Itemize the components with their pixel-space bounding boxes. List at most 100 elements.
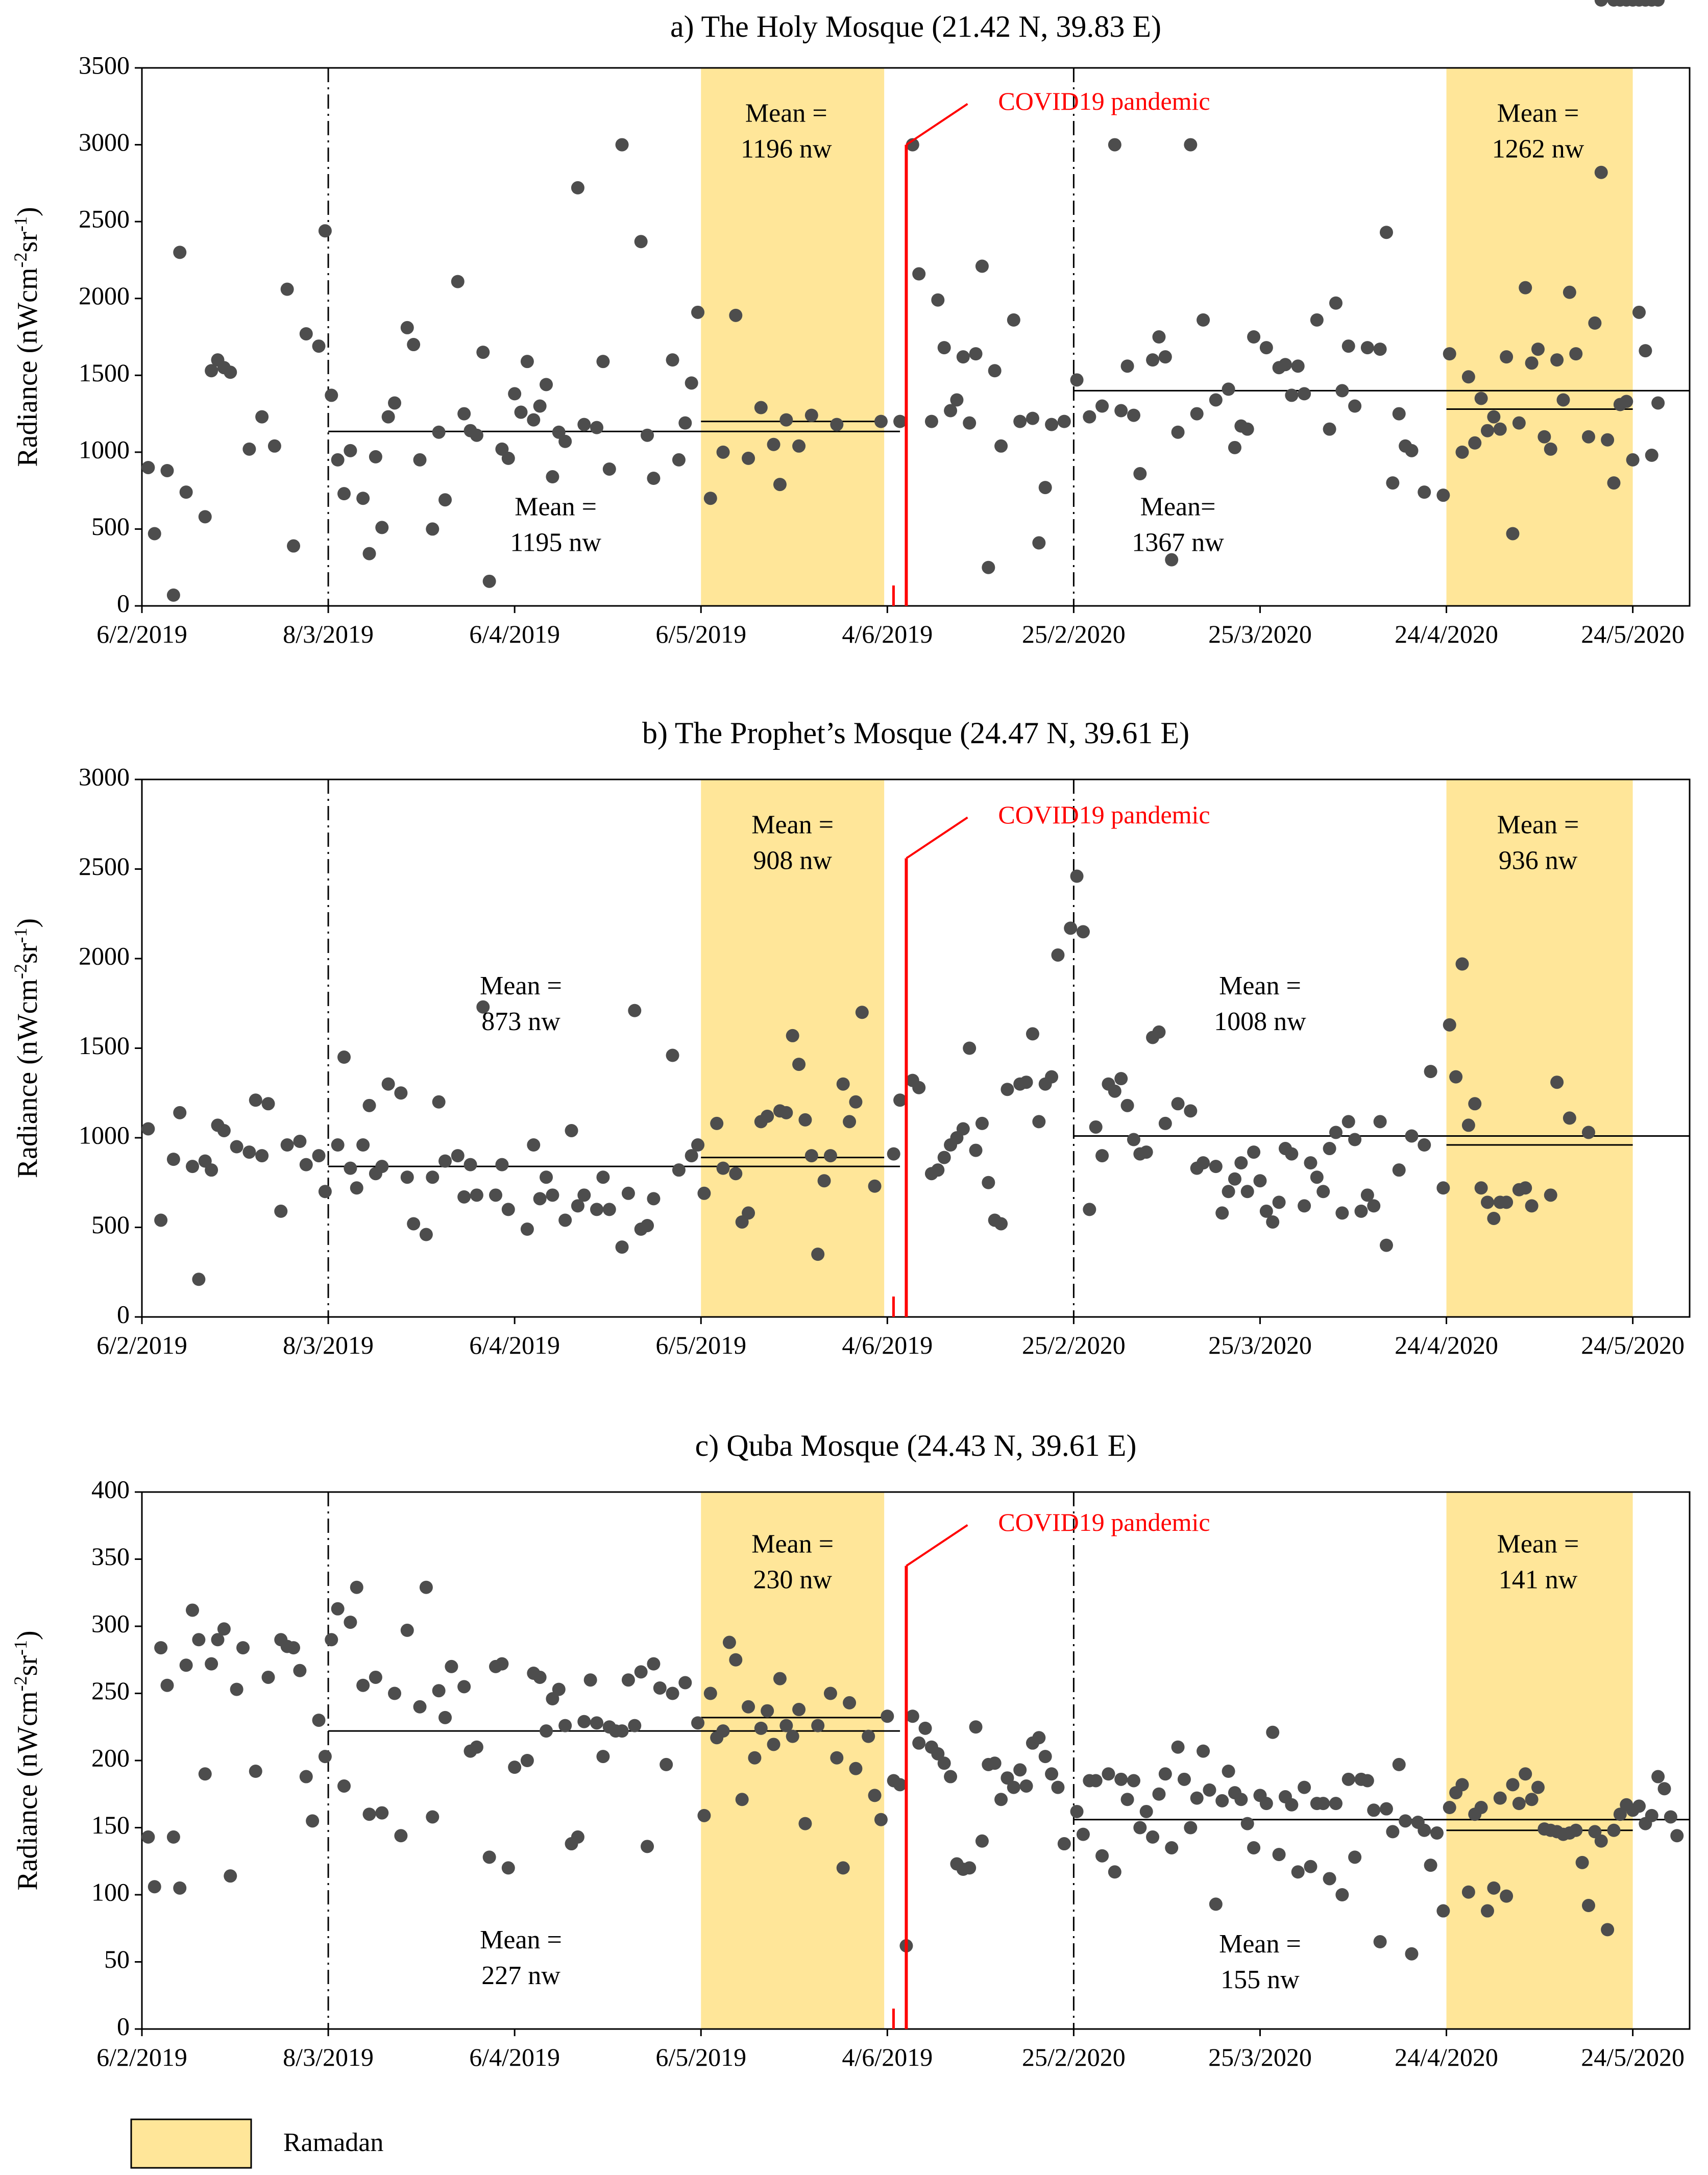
data-point xyxy=(426,1810,440,1824)
data-point xyxy=(685,1149,698,1163)
data-point xyxy=(1120,1793,1134,1806)
data-point xyxy=(988,364,1002,378)
data-point xyxy=(634,235,648,249)
data-point xyxy=(1032,536,1046,550)
data-point xyxy=(1594,1834,1608,1848)
x-tick-label: 6/5/2019 xyxy=(655,2043,746,2071)
data-point xyxy=(1209,1160,1223,1174)
data-point xyxy=(1601,433,1615,447)
data-point xyxy=(356,1138,370,1152)
data-point xyxy=(849,1762,863,1775)
data-point xyxy=(577,1715,591,1728)
data-point xyxy=(1076,1827,1090,1841)
data-point xyxy=(1563,1111,1576,1125)
data-point xyxy=(224,365,237,379)
data-point xyxy=(1108,1084,1121,1098)
data-point xyxy=(1108,1865,1121,1879)
data-point xyxy=(1487,1211,1501,1225)
data-point xyxy=(843,1115,857,1129)
data-point xyxy=(1550,353,1564,367)
data-point xyxy=(931,1163,945,1177)
x-tick-label: 4/6/2019 xyxy=(842,2043,933,2071)
data-point xyxy=(906,1709,919,1723)
data-point xyxy=(224,1869,237,1883)
data-point xyxy=(1057,1837,1071,1851)
data-point xyxy=(868,1179,882,1193)
data-point xyxy=(804,1149,818,1163)
data-point xyxy=(969,1143,983,1157)
y-tick-label: 350 xyxy=(91,1542,130,1571)
data-point xyxy=(602,1203,616,1216)
data-point xyxy=(767,1738,780,1751)
data-point xyxy=(804,408,818,422)
x-tick-label: 6/5/2019 xyxy=(655,620,746,648)
data-point xyxy=(792,1703,806,1717)
data-point xyxy=(1519,1767,1532,1781)
data-point xyxy=(1247,330,1261,344)
data-point xyxy=(874,1813,888,1826)
ramadan-band xyxy=(701,68,885,606)
data-point xyxy=(1581,1899,1595,1913)
data-point xyxy=(1512,1797,1526,1811)
data-point xyxy=(1335,1206,1349,1220)
data-point xyxy=(527,413,541,427)
mean-label: Mean = 230 nw xyxy=(751,1529,834,1594)
plot-frame xyxy=(141,67,1691,607)
data-point xyxy=(1424,1065,1437,1079)
data-point xyxy=(1335,1888,1349,1901)
data-point xyxy=(205,1657,218,1671)
data-point xyxy=(1114,1072,1128,1086)
data-point xyxy=(583,1673,597,1687)
data-point xyxy=(179,1658,193,1672)
data-point xyxy=(1291,1865,1305,1879)
data-point xyxy=(407,1217,421,1231)
data-point xyxy=(1197,1744,1210,1758)
data-point xyxy=(982,560,995,574)
data-point xyxy=(552,1682,566,1696)
covid-leader-line xyxy=(906,1524,968,1567)
data-point xyxy=(249,1093,262,1107)
data-point xyxy=(413,1700,427,1714)
data-point xyxy=(362,1098,376,1112)
data-point xyxy=(1455,1778,1469,1792)
data-point xyxy=(1045,418,1059,431)
data-point xyxy=(1474,392,1488,405)
data-point xyxy=(501,451,515,465)
ramadan-band xyxy=(1446,1492,1633,2029)
data-point xyxy=(1480,424,1494,437)
mean-label: Mean = 1008 nw xyxy=(1214,971,1306,1036)
data-point xyxy=(565,1123,578,1137)
data-point xyxy=(1051,1780,1065,1794)
data-point xyxy=(1569,1823,1583,1837)
y-tick-label: 200 xyxy=(91,1743,130,1772)
data-point xyxy=(1348,399,1362,413)
data-point xyxy=(166,1153,180,1166)
data-point xyxy=(356,1678,370,1692)
data-point xyxy=(400,1623,414,1637)
x-tick-label: 24/5/2020 xyxy=(1581,620,1685,648)
data-point xyxy=(1455,957,1469,971)
data-point xyxy=(407,338,421,352)
data-point xyxy=(653,1681,667,1695)
data-point xyxy=(489,1188,503,1202)
data-point xyxy=(1354,1204,1368,1218)
data-point xyxy=(1158,350,1172,364)
mean-label: Mean = 141 nw xyxy=(1497,1529,1579,1594)
legend: Ramadan xyxy=(130,2118,383,2169)
data-point xyxy=(1165,553,1179,567)
data-point xyxy=(596,1170,610,1184)
data-point xyxy=(1405,444,1419,457)
data-point xyxy=(641,1840,654,1853)
data-point xyxy=(173,1881,187,1895)
data-point xyxy=(1259,1204,1273,1218)
data-point xyxy=(1651,1770,1665,1783)
data-point xyxy=(1480,1195,1494,1209)
data-point xyxy=(956,350,970,364)
data-point xyxy=(400,1170,414,1184)
data-point xyxy=(1379,226,1393,239)
data-point xyxy=(508,387,522,401)
data-point xyxy=(596,355,610,369)
data-point xyxy=(1026,411,1039,425)
data-point xyxy=(716,1724,730,1738)
data-point xyxy=(337,1050,351,1064)
